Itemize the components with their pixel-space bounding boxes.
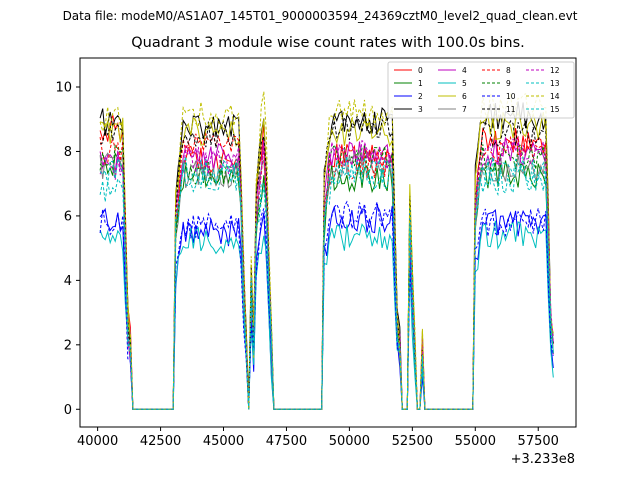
axes-layer: 40000 42500 45000 47500 50000 52500 55000 57500… <box>55 81 558 449</box>
legend-label-3: 3 <box>418 105 423 114</box>
series-line-2 <box>99 204 554 410</box>
x-tick-label: 52500 <box>392 434 433 449</box>
legend-label-14: 14 <box>550 92 560 101</box>
plot-frame <box>79 57 577 428</box>
legend-label-2: 2 <box>418 92 423 101</box>
series-line-4 <box>99 135 554 410</box>
suptitle: Data file: modeM0/AS1A07_145T01_90000035… <box>62 9 578 23</box>
y-tick-label: 2 <box>64 338 72 353</box>
legend-label-11: 11 <box>506 105 516 114</box>
series-line-12 <box>99 138 554 410</box>
legend-label-13: 13 <box>550 79 560 88</box>
legend-label-7: 7 <box>462 105 467 114</box>
series-line-11 <box>99 113 554 410</box>
series-line-13 <box>99 163 554 410</box>
x-tick-label: 57500 <box>518 434 559 449</box>
series-line-14 <box>99 91 554 410</box>
x-tick-label: 40000 <box>77 434 118 449</box>
x-tick-label: 55000 <box>455 434 496 449</box>
legend-label-12: 12 <box>550 66 560 75</box>
chart-title: Quadrant 3 module wise count rates with … <box>131 35 525 51</box>
legend-label-1: 1 <box>418 79 423 88</box>
y-tick-label: 6 <box>64 209 72 224</box>
legend-label-15: 15 <box>550 105 560 114</box>
y-tick-label: 10 <box>55 81 72 96</box>
series-line-15 <box>99 156 554 410</box>
x-axis-offset: +3.233e8 <box>510 452 575 467</box>
series-layer <box>99 91 554 410</box>
legend-label-10: 10 <box>506 92 516 101</box>
legend-label-0: 0 <box>418 66 423 75</box>
x-tick-label: 42500 <box>140 434 181 449</box>
series-line-5 <box>99 220 554 410</box>
legend-label-6: 6 <box>462 92 467 101</box>
legend-label-8: 8 <box>506 66 511 75</box>
y-tick-label: 4 <box>64 274 72 289</box>
legend-label-4: 4 <box>462 66 467 75</box>
legend-label-9: 9 <box>506 79 511 88</box>
legend-label-5: 5 <box>462 79 467 88</box>
x-tick-label: 50000 <box>329 434 370 449</box>
y-tick-label: 0 <box>64 403 72 418</box>
series-line-10 <box>99 200 554 410</box>
legend-box <box>387 61 575 119</box>
x-tick-label: 47500 <box>266 434 307 449</box>
y-tick-label: 8 <box>64 145 72 160</box>
x-tick-label: 45000 <box>203 434 244 449</box>
series-line-8 <box>99 132 554 410</box>
